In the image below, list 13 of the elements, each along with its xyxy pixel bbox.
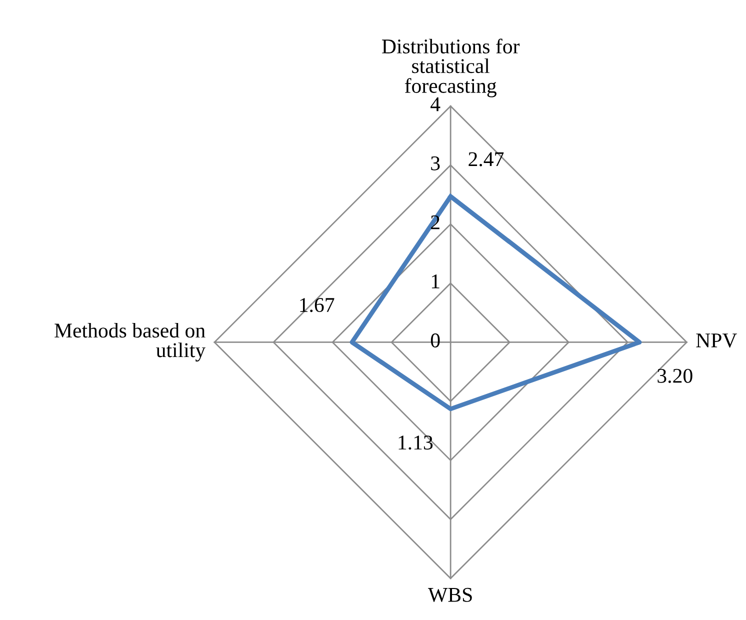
data-label: 1.13 <box>398 436 433 450</box>
spoke-label: Distributions for statistical forecasting <box>382 38 520 98</box>
data-label: 3.20 <box>658 368 692 383</box>
y-tick-label: 0 <box>430 333 440 348</box>
y-tick-label: 3 <box>431 156 440 170</box>
spoke-label: WBS <box>428 588 472 602</box>
y-tick-label: 1 <box>432 274 440 288</box>
data-label: 1.67 <box>300 298 334 312</box>
y-tick-label: 4 <box>430 97 440 112</box>
spoke-label: Methods based on utility <box>54 322 206 362</box>
spoke-label: NPV <box>696 334 738 348</box>
y-tick-label: 2 <box>431 215 440 230</box>
data-label: 2.47 <box>468 152 504 166</box>
